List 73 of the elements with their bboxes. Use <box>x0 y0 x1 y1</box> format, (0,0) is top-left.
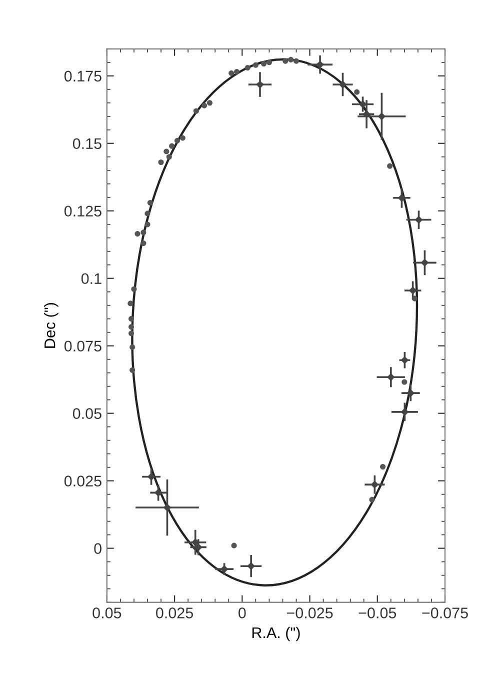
point <box>266 60 272 66</box>
x-axis-title: R.A. (") <box>252 626 300 642</box>
point <box>163 504 172 512</box>
point <box>140 230 146 236</box>
point <box>412 296 418 302</box>
point <box>247 562 256 570</box>
point <box>386 373 395 382</box>
point <box>406 389 415 397</box>
point <box>166 154 172 160</box>
point <box>282 58 288 64</box>
point <box>128 316 134 322</box>
point <box>164 148 170 154</box>
point <box>206 100 212 106</box>
point <box>180 135 186 141</box>
point <box>147 472 156 481</box>
point <box>293 58 300 64</box>
point <box>400 408 409 416</box>
point <box>234 69 240 75</box>
point <box>231 542 237 548</box>
point <box>387 163 393 169</box>
point <box>202 102 208 108</box>
point <box>354 89 360 95</box>
point <box>256 80 264 88</box>
point <box>130 367 136 373</box>
point <box>408 286 417 294</box>
x-tick-label: −0.025 <box>286 608 333 618</box>
point <box>420 258 429 267</box>
point <box>220 565 228 573</box>
y-axis-title: Dec (") <box>44 303 58 348</box>
x-tick-label: −0.075 <box>422 608 468 618</box>
point <box>400 356 409 364</box>
point <box>252 62 258 68</box>
y-tick-label: 0.15 <box>72 138 102 150</box>
point <box>134 231 140 237</box>
y-tick-label: 0.075 <box>64 340 102 352</box>
point <box>131 286 137 292</box>
point <box>144 222 150 228</box>
point <box>402 379 408 385</box>
point <box>370 480 379 489</box>
x-tick-label: 0.025 <box>156 608 194 618</box>
point <box>378 112 386 120</box>
point <box>174 138 180 144</box>
x-tick-label: −0.05 <box>358 608 396 618</box>
point <box>130 344 136 350</box>
point <box>414 216 423 224</box>
point <box>228 70 234 76</box>
point <box>144 210 150 216</box>
point <box>169 143 175 149</box>
point <box>140 240 146 246</box>
point <box>362 110 370 118</box>
y-tick-label: 0.05 <box>72 408 102 419</box>
point <box>369 496 375 502</box>
x-tick-label: 0.05 <box>92 608 122 618</box>
point <box>338 80 347 88</box>
point <box>316 60 324 68</box>
y-tick-label: 0 <box>94 543 102 554</box>
y-tick-label: 0.1 <box>81 273 102 284</box>
point <box>128 330 134 336</box>
point <box>261 60 267 67</box>
point <box>147 200 153 206</box>
point <box>288 56 294 62</box>
y-tick-label: 0.025 <box>64 476 102 486</box>
point <box>158 159 164 166</box>
point <box>244 65 250 71</box>
y-tick-label: 0.175 <box>64 70 102 82</box>
point <box>193 108 199 114</box>
y-tick-label: 0.125 <box>64 206 102 217</box>
point <box>398 194 406 202</box>
x-tick-label: 0 <box>238 608 246 618</box>
point <box>358 100 367 108</box>
point <box>128 300 134 306</box>
point <box>128 324 134 330</box>
point <box>380 464 386 470</box>
